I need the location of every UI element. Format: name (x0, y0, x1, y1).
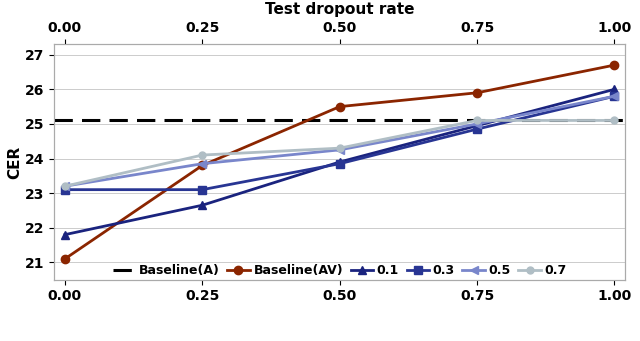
Legend: Baseline(A), Baseline(AV), 0.1, 0.3, 0.5, 0.7: Baseline(A), Baseline(AV), 0.1, 0.3, 0.5… (108, 259, 572, 282)
X-axis label: Test dropout rate: Test dropout rate (265, 2, 415, 17)
Y-axis label: CER: CER (7, 145, 22, 179)
